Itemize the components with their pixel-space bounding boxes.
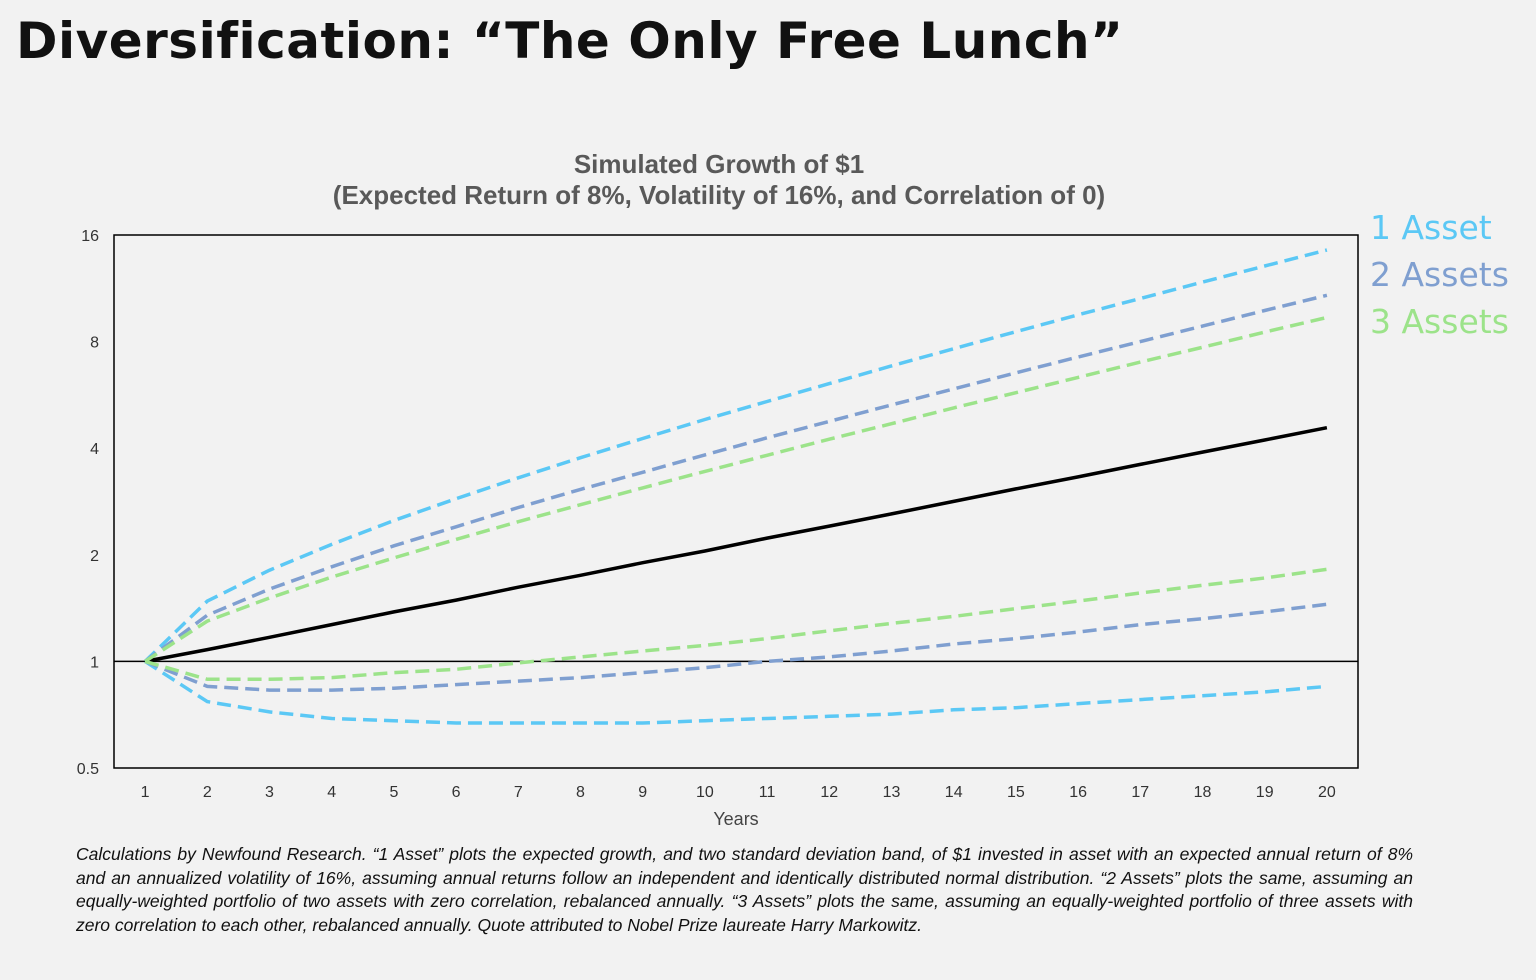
x-tick-label: 20	[1318, 784, 1336, 801]
x-tick-label: 3	[265, 784, 274, 801]
y-axis: 0.5 1 2 4 8 16	[77, 228, 99, 778]
x-tick-label: 9	[638, 784, 647, 801]
page-title: Diversification: “The Only Free Lunch”	[16, 12, 1124, 70]
chart-subtitle: (Expected Return of 8%, Volatility of 16…	[333, 180, 1105, 210]
x-tick-label: 6	[452, 784, 461, 801]
series-line-3-assets-lower	[144, 567, 1328, 682]
plot-area	[113, 234, 1359, 769]
x-tick-label: 18	[1194, 784, 1212, 801]
y-tick-label: 4	[90, 441, 99, 458]
legend-item: 3 Assets	[1370, 302, 1509, 341]
x-tick-label: 12	[820, 784, 838, 801]
series-line-1-asset-lower	[144, 659, 1328, 725]
x-tick-label: 4	[327, 784, 336, 801]
legend: 1 Asset 2 Assets 3 Assets	[1370, 208, 1509, 341]
x-tick-label: 7	[514, 784, 523, 801]
x-tick-label: 14	[945, 784, 963, 801]
x-tick-label: 19	[1256, 784, 1274, 801]
footnote: Calculations by Newfound Research. “1 As…	[76, 844, 1413, 935]
y-tick-label: 8	[90, 335, 99, 352]
y-tick-label: 0.5	[77, 761, 99, 778]
y-tick-label: 16	[81, 228, 99, 245]
chart-title: Simulated Growth of $1	[574, 149, 864, 179]
series-line-expected	[144, 425, 1328, 664]
series-line-2-assets-lower	[144, 602, 1328, 692]
x-axis: 1 2 3 4 5 6 7 8 9 10 11 12 13 14 15 16 17 18 19 20	[141, 784, 1336, 801]
x-tick-label: 11	[759, 784, 776, 801]
x-tick-label: 13	[883, 784, 901, 801]
x-tick-label: 2	[203, 784, 212, 801]
x-tick-label: 17	[1131, 784, 1149, 801]
legend-item: 1 Asset	[1370, 208, 1492, 247]
y-tick-label: 1	[90, 654, 99, 671]
series-line-2-assets-upper	[144, 293, 1328, 663]
x-tick-label: 16	[1069, 784, 1087, 801]
y-tick-label: 2	[90, 548, 99, 565]
series-line-3-assets-upper	[144, 315, 1328, 663]
x-tick-label: 5	[389, 784, 398, 801]
series-group	[143, 248, 1328, 725]
x-tick-label: 8	[576, 784, 585, 801]
legend-item: 2 Assets	[1370, 255, 1509, 294]
x-tick-label: 10	[696, 784, 714, 801]
series-line-1-asset-upper	[143, 248, 1328, 663]
x-tick-label: 1	[141, 784, 150, 801]
x-tick-label: 15	[1007, 784, 1025, 801]
x-axis-label: Years	[713, 809, 758, 829]
